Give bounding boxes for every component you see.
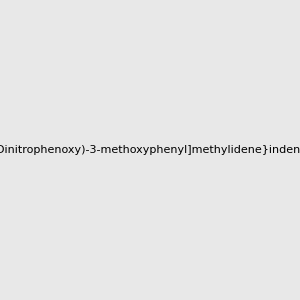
- Text: 2-{[4-(2,4-Dinitrophenoxy)-3-methoxyphenyl]methylidene}indene-1,3-dione: 2-{[4-(2,4-Dinitrophenoxy)-3-methoxyphen…: [0, 145, 300, 155]
